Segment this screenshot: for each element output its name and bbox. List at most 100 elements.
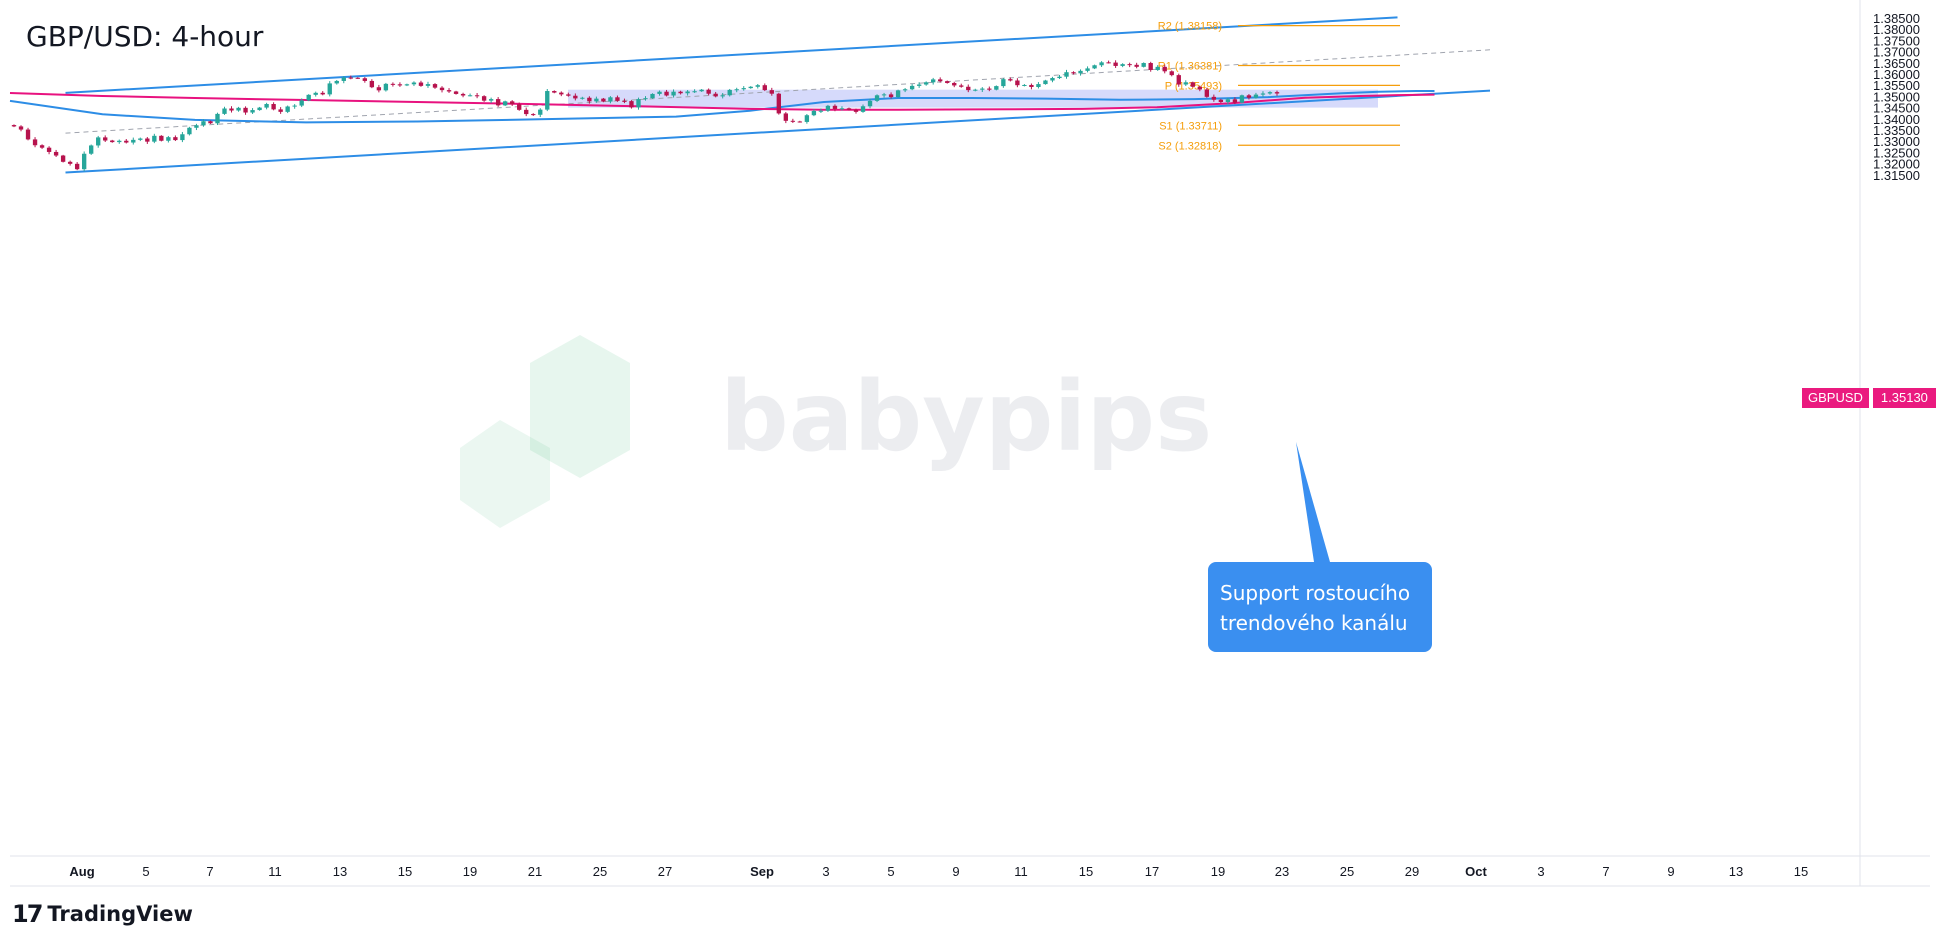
candle-body	[608, 97, 613, 102]
symbol-label: GBPUSD	[1802, 388, 1869, 408]
candle-body	[355, 77, 360, 79]
candle-body	[1162, 66, 1167, 72]
y-tick-label: 1.35000	[1873, 89, 1920, 104]
candle-body	[1036, 84, 1041, 87]
candle-body	[545, 91, 550, 110]
candle-body	[376, 87, 382, 91]
y-tick-label: 1.34000	[1873, 112, 1920, 127]
candle-body	[250, 110, 255, 113]
y-tick-label: 1.31500	[1873, 168, 1920, 183]
x-tick-label: 29	[1405, 864, 1419, 879]
candle-body	[215, 113, 220, 124]
candle-body	[67, 161, 73, 164]
candle-body	[46, 147, 52, 152]
candle-body	[818, 110, 824, 112]
candle-body	[1092, 65, 1097, 69]
x-tick-label: 15	[1079, 864, 1093, 879]
candle-body	[397, 84, 403, 86]
y-tick-label: 1.36500	[1873, 56, 1920, 71]
candle-body	[685, 91, 690, 94]
candle-body	[1141, 63, 1146, 67]
candle-body	[636, 99, 641, 108]
candle-body	[11, 125, 17, 127]
candle-body	[895, 90, 901, 98]
candle-body	[208, 121, 213, 124]
candle-body	[495, 99, 501, 106]
x-tick-label: 19	[463, 864, 477, 879]
candle-body	[741, 88, 746, 90]
candle-body	[657, 91, 662, 94]
candle-body	[1008, 79, 1013, 81]
babypips-watermark: babypips	[460, 335, 1212, 528]
pivot-label: S1 (1.33711)	[1159, 120, 1222, 132]
candle-body	[1267, 92, 1273, 94]
x-tick-label: 9	[1667, 864, 1674, 879]
candlesticks	[11, 60, 1280, 172]
candle-body	[278, 109, 283, 112]
candle-body	[439, 87, 445, 91]
candle-body	[1225, 99, 1231, 102]
candle-body	[194, 125, 199, 128]
y-tick-label: 1.33500	[1873, 123, 1920, 138]
candle-body	[874, 95, 880, 101]
candle-body	[804, 115, 810, 122]
candle-body	[706, 89, 711, 94]
y-tick-label: 1.38500	[1873, 11, 1920, 26]
candle-body	[699, 89, 704, 92]
candle-body	[587, 97, 592, 102]
candle-body	[1057, 76, 1062, 79]
candle-body	[559, 92, 564, 95]
candle-body	[755, 85, 760, 87]
candle-body	[973, 89, 978, 91]
candle-body	[53, 151, 59, 156]
candle-body	[1050, 78, 1055, 81]
candle-body	[671, 91, 676, 96]
x-tick-label: 19	[1211, 864, 1225, 879]
trend-channel	[65, 16, 1491, 174]
candle-body	[117, 140, 122, 143]
candle-body	[74, 163, 80, 170]
candle-body	[594, 98, 599, 102]
candle-body	[601, 98, 606, 102]
candle-body	[152, 135, 157, 142]
x-tick-label: 15	[1794, 864, 1808, 879]
candle-body	[292, 105, 297, 107]
candle-body	[1001, 79, 1006, 87]
candle-body	[923, 82, 929, 85]
candle-body	[334, 80, 339, 84]
candle-body	[1239, 95, 1245, 103]
candle-body	[776, 93, 781, 114]
candle-body	[1190, 82, 1195, 87]
candle-body	[1211, 96, 1217, 100]
candle-body	[966, 86, 971, 91]
candle-body	[481, 96, 487, 101]
candle-body	[552, 91, 557, 93]
watermark-hexagon-icon	[530, 335, 630, 478]
candle-body	[271, 104, 276, 110]
candle-body	[138, 138, 143, 140]
candle-body	[650, 93, 655, 99]
candle-body	[173, 137, 178, 141]
candle-body	[1253, 94, 1259, 98]
candle-body	[692, 91, 697, 93]
candle-body	[510, 101, 515, 105]
candle-body	[131, 139, 136, 143]
candle-body	[888, 94, 894, 98]
candle-body	[124, 140, 129, 143]
y-tick-label: 1.38000	[1873, 22, 1920, 37]
x-tick-label: 15	[398, 864, 412, 879]
candle-body	[1029, 84, 1034, 87]
candle-body	[825, 105, 831, 111]
candle-body	[1127, 64, 1132, 66]
x-tick-label: 3	[1537, 864, 1544, 879]
candle-body	[1015, 80, 1020, 86]
candle-body	[1232, 99, 1238, 103]
candle-body	[1197, 86, 1202, 90]
x-tick-label: 7	[1602, 864, 1609, 879]
candle-body	[629, 101, 634, 108]
chart-title: GBP/USD: 4-hour	[26, 20, 264, 53]
pivot-label: R2 (1.38158)	[1158, 21, 1222, 33]
pivot-label: R1 (1.36381)	[1158, 60, 1222, 72]
candle-body	[573, 95, 578, 99]
